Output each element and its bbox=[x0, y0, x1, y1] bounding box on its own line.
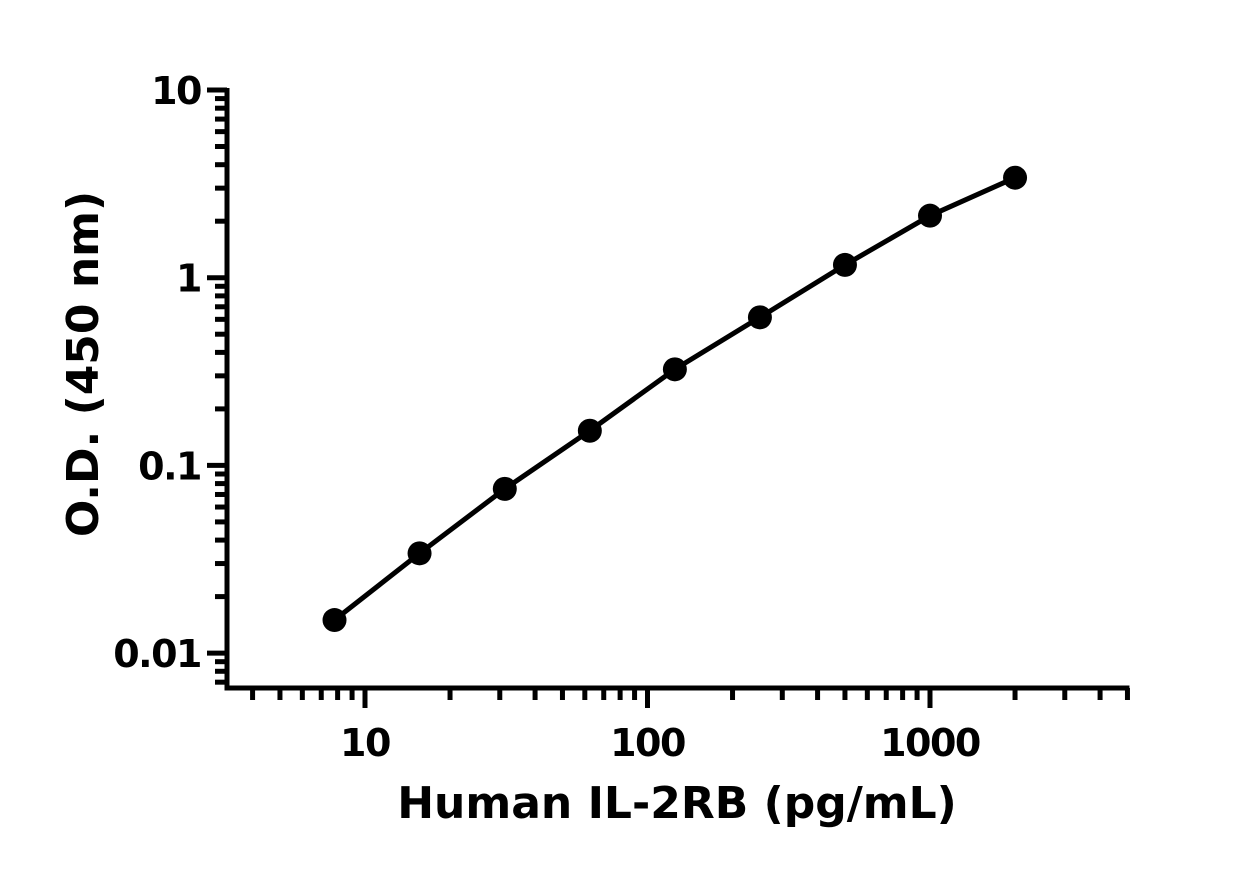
data-point bbox=[577, 418, 602, 443]
x-axis-title: Human IL-2RB (pg/mL) bbox=[397, 778, 957, 829]
data-point bbox=[747, 305, 772, 330]
data-point bbox=[407, 541, 432, 566]
fitted-curve-line bbox=[332, 175, 1017, 622]
data-point bbox=[662, 357, 687, 382]
data-point bbox=[322, 608, 347, 633]
data-point bbox=[832, 252, 857, 277]
y-axis-title: O.D. (450 nm) bbox=[58, 191, 109, 537]
x-tick-label: 10 bbox=[340, 721, 390, 765]
data-point bbox=[1003, 165, 1028, 190]
y-tick-label: 0.1 bbox=[138, 444, 201, 488]
x-tick-label: 1000 bbox=[880, 721, 980, 765]
data-point bbox=[492, 476, 517, 501]
y-tick-label: 10 bbox=[151, 69, 201, 113]
data-point bbox=[918, 203, 942, 228]
x-axis-major-ticks bbox=[362, 688, 933, 708]
y-axis-major-ticks bbox=[207, 87, 227, 656]
y-tick-label: 1 bbox=[176, 257, 201, 301]
data-points bbox=[322, 165, 1028, 633]
x-tick-label: 100 bbox=[610, 721, 685, 765]
y-tick-label: 0.01 bbox=[113, 632, 201, 676]
x-axis-tick-labels: 10 100 1000 bbox=[340, 721, 981, 765]
y-axis-tick-labels: 0.01 0.1 1 10 bbox=[113, 69, 202, 676]
